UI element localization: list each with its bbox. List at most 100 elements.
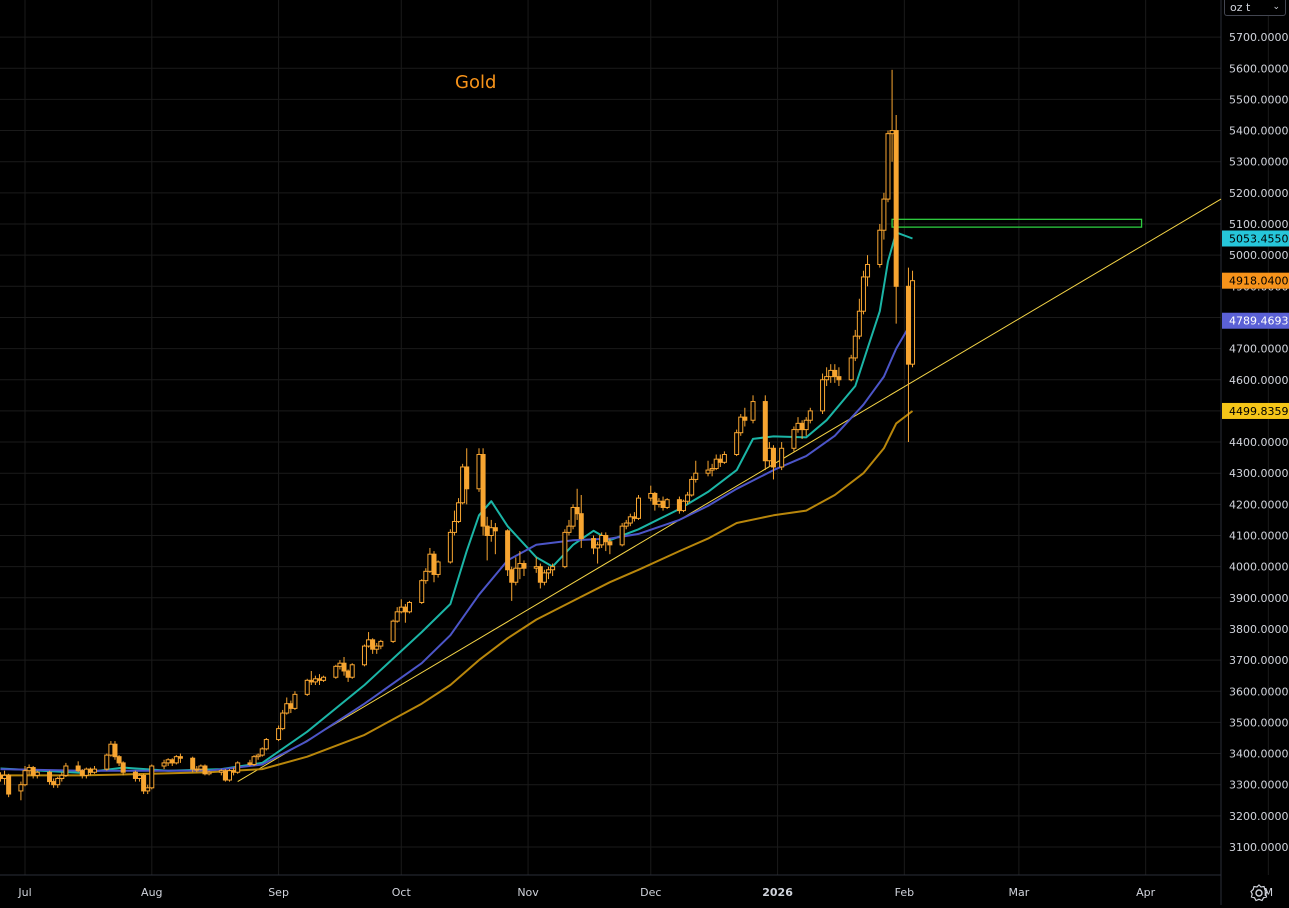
candle-body xyxy=(595,544,601,549)
candle-body xyxy=(2,774,8,779)
candle-body xyxy=(591,538,597,549)
candle-body xyxy=(378,640,384,647)
candle-body xyxy=(6,774,12,795)
y-tick-label: 3400.0000 xyxy=(1229,748,1289,761)
zone-layer xyxy=(891,218,1143,228)
candle-body xyxy=(435,561,441,575)
candle-body xyxy=(231,770,237,773)
y-tick-label: 3100.0000 xyxy=(1229,841,1289,854)
candle-body xyxy=(607,541,613,546)
candle-body xyxy=(132,771,138,779)
candle-body xyxy=(247,762,253,765)
candle-body xyxy=(390,620,396,642)
candle-body xyxy=(406,601,412,613)
price-tag xyxy=(1222,272,1289,289)
candle-body xyxy=(828,369,834,378)
candle-body xyxy=(63,765,69,776)
y-tick-label: 3200.0000 xyxy=(1229,810,1289,823)
candle-body xyxy=(599,535,605,546)
candle-body xyxy=(218,770,224,773)
candle-body xyxy=(680,500,686,512)
candle-body xyxy=(292,693,298,709)
candle-body xyxy=(456,502,462,522)
candle-body xyxy=(664,499,670,508)
candle-body xyxy=(402,606,408,613)
candle-body xyxy=(480,454,486,527)
y-tick-label: 4000.0000 xyxy=(1229,561,1289,574)
candle-body xyxy=(652,492,658,505)
candle-body xyxy=(288,703,294,709)
y-tick-label: 5200.0000 xyxy=(1229,187,1289,200)
y-tick-label: 5600.0000 xyxy=(1229,62,1289,75)
candle-body xyxy=(603,535,609,543)
trendline-layer xyxy=(237,198,1222,783)
candle-body xyxy=(721,454,727,463)
candle-body xyxy=(116,756,122,764)
candle-body xyxy=(717,458,723,463)
chart-title: Gold xyxy=(455,72,496,93)
candle-body xyxy=(431,553,437,575)
candle-body xyxy=(762,401,768,462)
candle-body xyxy=(194,768,200,771)
candle-body xyxy=(308,679,314,683)
candle-body xyxy=(832,369,838,378)
candle-body xyxy=(361,645,367,666)
y-tick-label: 3800.0000 xyxy=(1229,623,1289,636)
candle-body xyxy=(742,416,748,421)
candle-body xyxy=(807,410,813,421)
candle-body xyxy=(464,466,470,490)
candle-body xyxy=(541,572,547,583)
candle-body xyxy=(59,774,65,779)
candle-body xyxy=(120,762,126,773)
candle-body xyxy=(505,530,511,571)
moving-average-2 xyxy=(0,320,914,772)
candle-body xyxy=(341,662,347,672)
y-tick-label: 4300.0000 xyxy=(1229,467,1289,480)
time-axis[interactable]: Jul Aug Sep Oct Nov Dec 2026 Feb Mar Apr M xyxy=(17,886,1273,899)
price-tag xyxy=(1222,312,1289,329)
candle-body xyxy=(636,497,641,519)
x-tick-label: Dec xyxy=(640,886,661,899)
candle-body xyxy=(349,664,355,678)
y-tick-label: 3600.0000 xyxy=(1229,685,1289,698)
candle-body xyxy=(619,525,625,546)
y-tick-label: 3900.0000 xyxy=(1229,592,1289,605)
candle-body xyxy=(779,447,785,468)
candle-body xyxy=(517,563,523,569)
unit-label: oz t xyxy=(1230,1,1251,14)
candle-body xyxy=(791,429,797,449)
candle-body xyxy=(423,570,429,582)
y-tick-label: 3300.0000 xyxy=(1229,779,1289,792)
y-tick-label: 4200.0000 xyxy=(1229,498,1289,511)
y-tick-label: 5500.0000 xyxy=(1229,93,1289,106)
candle-body xyxy=(259,748,265,756)
unit-selector[interactable]: oz t ⌄ xyxy=(1224,0,1286,16)
candle-body xyxy=(860,276,866,312)
candle-body xyxy=(312,678,318,683)
candle-body xyxy=(47,771,53,783)
candle-body xyxy=(108,743,114,756)
candle-body xyxy=(627,516,633,524)
candle-body xyxy=(235,762,241,773)
candle-body xyxy=(566,525,572,533)
candle-body xyxy=(676,499,682,512)
candle-body xyxy=(910,280,916,365)
y-tick-label: 3500.0000 xyxy=(1229,716,1289,729)
settings-icon[interactable] xyxy=(1249,883,1269,903)
y-tick-label: 4400.0000 xyxy=(1229,436,1289,449)
x-tick-label: Oct xyxy=(392,886,412,899)
price-tag-label: 4789.4693 xyxy=(1229,315,1289,328)
candle-body xyxy=(488,527,494,537)
candle-body xyxy=(51,781,57,786)
candle-body xyxy=(374,645,380,650)
x-tick-label: Nov xyxy=(517,886,539,899)
x-tick-label: Aug xyxy=(141,886,162,899)
candle-body xyxy=(513,567,519,583)
candle-body xyxy=(92,768,98,773)
price-tag-label: 4499.8359 xyxy=(1229,405,1289,418)
candle-body xyxy=(713,458,719,470)
candle-body xyxy=(280,712,286,730)
candle-body xyxy=(574,506,580,515)
price-tags: 5053.4550 4918.0400 4789.4693 4499.8359 xyxy=(1222,230,1289,419)
